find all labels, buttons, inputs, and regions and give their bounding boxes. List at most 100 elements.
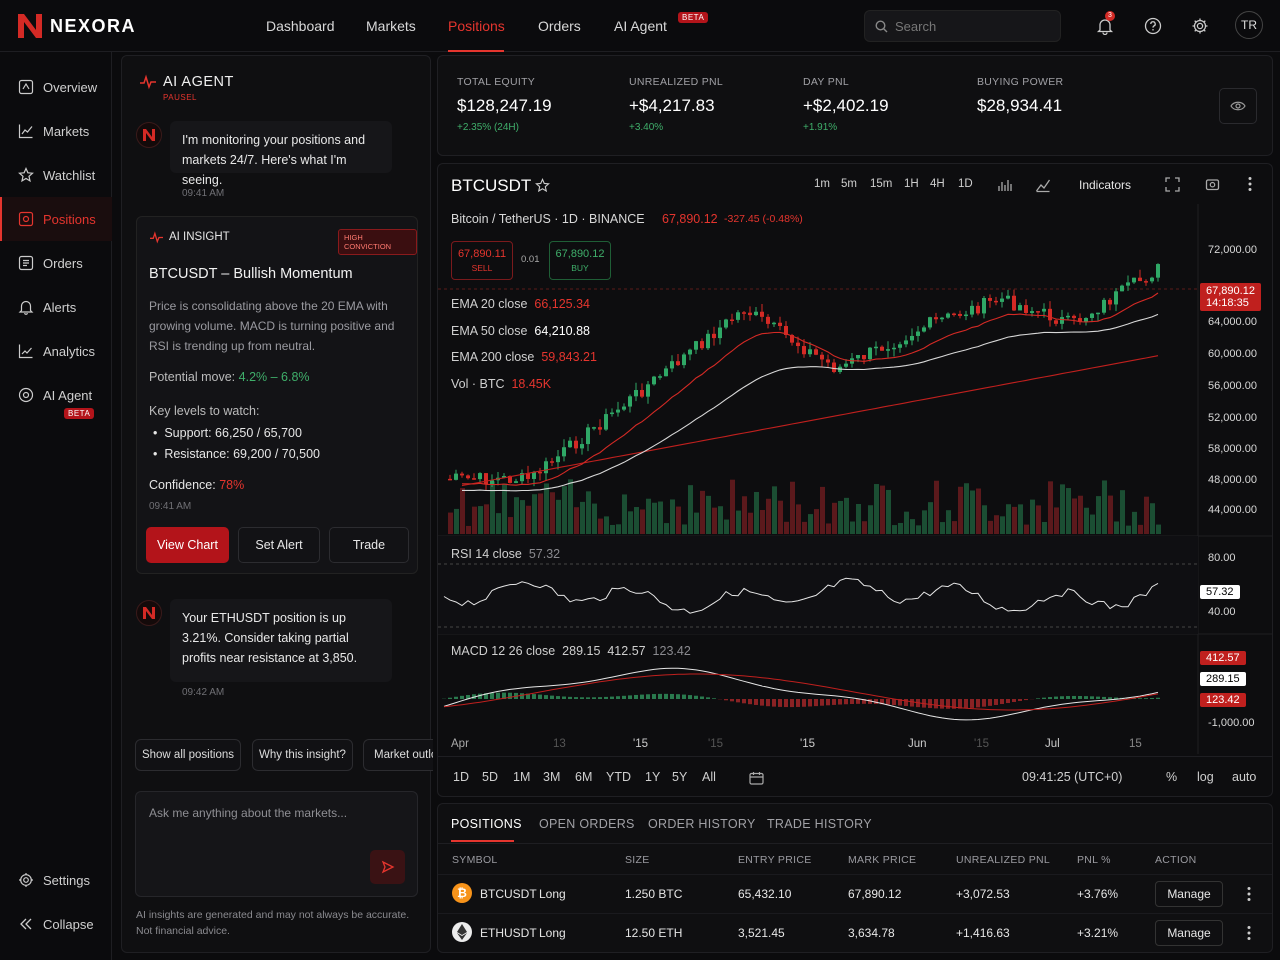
sidebar-item-positions[interactable]: Positions xyxy=(0,197,112,241)
price-chart[interactable] xyxy=(438,164,1273,797)
volume-bar xyxy=(1012,506,1017,534)
sidebar-item-markets[interactable]: Markets xyxy=(0,109,112,153)
macd-hist-bar xyxy=(832,699,836,705)
potential-move-value: 4.2% – 6.8% xyxy=(238,370,310,384)
macd-hist-bar xyxy=(1042,697,1046,699)
candle xyxy=(1024,305,1028,313)
eth-icon xyxy=(452,922,472,942)
table-row[interactable]: ₿ BTCUSDT Long 1.250 BTC 65,432.10 67,89… xyxy=(438,874,1272,912)
manage-button[interactable]: Manage xyxy=(1155,881,1223,907)
nav-dashboard[interactable]: Dashboard xyxy=(266,18,335,34)
legend-value: 66,125.34 xyxy=(534,297,590,311)
toggle-visibility-button[interactable] xyxy=(1219,88,1257,124)
sidebar-item-ai-agent[interactable]: AI Agent xyxy=(0,373,112,417)
chat-input-placeholder[interactable]: Ask me anything about the markets... xyxy=(149,806,348,820)
tab-positions[interactable]: POSITIONS xyxy=(451,817,522,831)
settings-button[interactable] xyxy=(1186,12,1214,40)
sidebar-item-overview[interactable]: Overview xyxy=(0,65,112,109)
chart-type-icon[interactable] xyxy=(997,177,1013,193)
tab-order-history[interactable]: ORDER HISTORY xyxy=(648,817,756,831)
volume-bar xyxy=(634,507,639,534)
search-box[interactable] xyxy=(864,10,1061,42)
sidebar-item-orders[interactable]: Orders xyxy=(0,241,112,285)
help-button[interactable] xyxy=(1139,12,1167,40)
tf-1d[interactable]: 1D xyxy=(958,178,973,190)
sidebar-settings[interactable]: Settings xyxy=(0,858,112,902)
notifications-button[interactable]: 3 xyxy=(1091,11,1119,40)
macd-hist-bar xyxy=(496,692,500,699)
table-row[interactable]: ETHUSDT Long 12.50 ETH 3,521.45 3,634.78… xyxy=(438,913,1272,951)
chip-why-insight[interactable]: Why this insight? xyxy=(252,739,353,771)
nav-ai-agent[interactable]: AI Agent xyxy=(614,18,667,34)
tf-1h[interactable]: 1H xyxy=(904,178,919,190)
calendar-icon[interactable] xyxy=(749,771,764,785)
favorite-star-icon[interactable] xyxy=(535,178,550,193)
macd-hist-bar xyxy=(856,699,860,704)
range-6m[interactable]: 6M xyxy=(575,770,593,784)
more-options-icon[interactable] xyxy=(1247,176,1253,192)
tab-trade-history[interactable]: TRADE HISTORY xyxy=(767,817,872,831)
search-input[interactable] xyxy=(895,19,1045,34)
macd-hist-bar xyxy=(592,697,596,699)
fullscreen-icon[interactable] xyxy=(1165,177,1180,192)
position-symbol: BTCUSDT xyxy=(480,887,537,901)
volume-bar xyxy=(940,522,945,534)
candle xyxy=(526,473,530,479)
chip-market-outlook[interactable]: Market outlook xyxy=(363,739,433,771)
send-button[interactable] xyxy=(370,850,405,884)
range-ytd[interactable]: YTD xyxy=(606,770,631,784)
scale-percent[interactable]: % xyxy=(1166,770,1178,784)
range-all[interactable]: All xyxy=(702,770,716,784)
volume-bar xyxy=(1078,495,1083,534)
candle xyxy=(1036,311,1040,313)
chip-show-positions[interactable]: Show all positions xyxy=(135,739,241,771)
sidebar-item-analytics[interactable]: Analytics xyxy=(0,329,112,373)
pair-description: Bitcoin / TetherUS · 1D · BINANCE xyxy=(451,212,645,226)
buy-button[interactable]: 67,890.12 BUY xyxy=(549,241,611,280)
tab-open-orders[interactable]: OPEN ORDERS xyxy=(539,817,635,831)
set-alert-button[interactable]: Set Alert xyxy=(238,527,320,563)
user-avatar[interactable]: TR xyxy=(1235,11,1263,39)
candle xyxy=(1138,277,1142,282)
candle xyxy=(466,475,470,479)
range-3m[interactable]: 3M xyxy=(543,770,561,784)
range-1d[interactable]: 1D xyxy=(453,770,469,784)
screenshot-icon[interactable] xyxy=(1205,177,1220,192)
volume-bar xyxy=(556,499,561,534)
range-1m[interactable]: 1M xyxy=(513,770,531,784)
range-5y[interactable]: 5Y xyxy=(672,770,688,784)
chat-input-box[interactable]: Ask me anything about the markets... xyxy=(135,791,418,897)
more-options-icon[interactable] xyxy=(1246,925,1252,941)
nav-markets[interactable]: Markets xyxy=(366,18,416,34)
more-options-icon[interactable] xyxy=(1246,886,1252,902)
manage-button[interactable]: Manage xyxy=(1155,920,1223,946)
macd-hist-bar xyxy=(724,699,728,701)
x-axis-label: '15 xyxy=(800,738,815,750)
macd-hist-bar xyxy=(1114,697,1118,699)
tf-1m[interactable]: 1m xyxy=(814,178,830,190)
sell-button[interactable]: 67,890.11 SELL xyxy=(451,241,513,280)
range-1y[interactable]: 1Y xyxy=(645,770,661,784)
compare-icon[interactable] xyxy=(1035,177,1051,193)
scale-auto[interactable]: auto xyxy=(1232,770,1257,784)
macd-hist-bar xyxy=(730,699,734,702)
sidebar-item-watchlist[interactable]: Watchlist xyxy=(0,153,112,197)
indicators-button[interactable]: Indicators xyxy=(1079,178,1132,192)
tf-15m[interactable]: 15m xyxy=(870,178,893,190)
analytics-icon xyxy=(18,344,33,359)
tf-5m[interactable]: 5m xyxy=(841,178,857,190)
candle xyxy=(610,412,614,415)
sidebar-item-label: Alerts xyxy=(43,299,77,315)
range-5d[interactable]: 5D xyxy=(482,770,498,784)
tf-4h[interactable]: 4H xyxy=(930,178,945,190)
candle xyxy=(988,298,992,301)
nav-orders[interactable]: Orders xyxy=(538,18,581,34)
sidebar-item-alerts[interactable]: Alerts xyxy=(0,285,112,329)
nav-positions[interactable]: Positions xyxy=(448,18,505,34)
scale-log[interactable]: log xyxy=(1197,770,1214,784)
sidebar-collapse[interactable]: Collapse xyxy=(0,902,112,946)
view-chart-button[interactable]: View Chart xyxy=(146,527,229,563)
macd-hist-bar xyxy=(784,699,788,708)
trade-button[interactable]: Trade xyxy=(329,527,409,563)
candle xyxy=(958,313,962,316)
